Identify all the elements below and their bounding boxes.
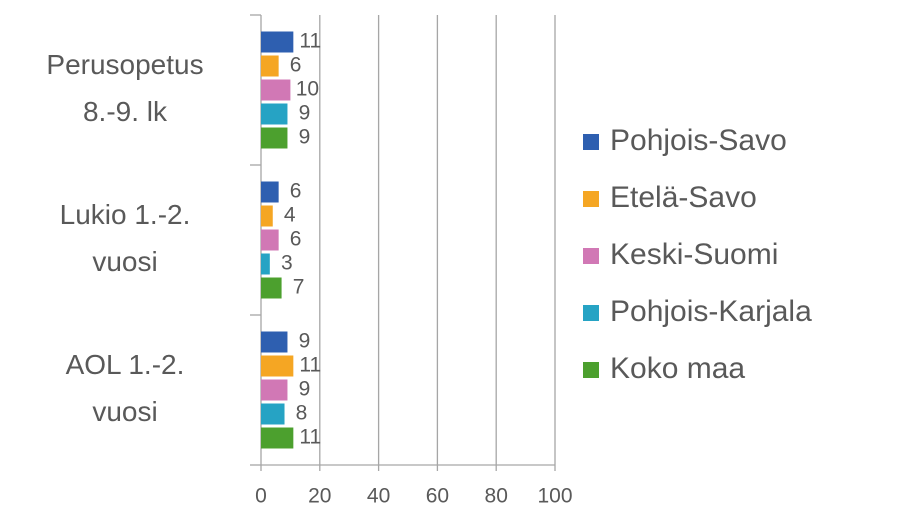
x-tick-label: 0 bbox=[255, 485, 267, 508]
bar bbox=[261, 79, 291, 101]
category-label: 8.-9. lk bbox=[83, 96, 168, 127]
value-label: 8 bbox=[296, 402, 308, 425]
category-label: Lukio 1.-2. bbox=[60, 199, 191, 230]
value-label: 11 bbox=[299, 426, 321, 449]
legend-swatch bbox=[583, 362, 599, 378]
value-label: 6 bbox=[290, 228, 302, 251]
value-label: 9 bbox=[299, 102, 311, 125]
legend-label: Pohjois-Karjala bbox=[610, 295, 812, 328]
legend-swatch bbox=[583, 134, 599, 150]
x-tick-label: 40 bbox=[367, 485, 390, 508]
bar bbox=[261, 103, 288, 125]
value-label: 4 bbox=[284, 204, 296, 227]
bar bbox=[261, 403, 285, 425]
bar bbox=[261, 277, 282, 299]
bar bbox=[261, 205, 273, 227]
x-tick-label: 80 bbox=[485, 485, 508, 508]
bar bbox=[261, 427, 294, 449]
bar bbox=[261, 379, 288, 401]
value-label: 6 bbox=[290, 180, 302, 203]
bar bbox=[261, 355, 294, 377]
bar bbox=[261, 253, 270, 275]
value-label: 3 bbox=[281, 252, 293, 275]
category-label: AOL 1.-2. bbox=[66, 349, 185, 380]
value-label: 9 bbox=[299, 126, 311, 149]
legend-swatch bbox=[583, 191, 599, 207]
legend-swatch bbox=[583, 305, 599, 321]
value-label: 10 bbox=[296, 78, 319, 101]
value-label: 11 bbox=[299, 30, 321, 53]
bar bbox=[261, 331, 288, 353]
bar bbox=[261, 55, 279, 77]
bar bbox=[261, 127, 288, 149]
category-label: Perusopetus bbox=[46, 49, 203, 80]
value-label: 7 bbox=[293, 276, 305, 299]
x-tick-label: 100 bbox=[537, 485, 572, 508]
x-tick-label: 60 bbox=[426, 485, 449, 508]
legend-swatch bbox=[583, 248, 599, 264]
bar bbox=[261, 181, 279, 203]
value-label: 11 bbox=[299, 354, 321, 377]
legend-label: Keski-Suomi bbox=[610, 238, 778, 271]
bar bbox=[261, 229, 279, 251]
legend-label: Etelä-Savo bbox=[610, 181, 757, 214]
legend-label: Pohjois-Savo bbox=[610, 124, 787, 157]
value-label: 6 bbox=[290, 54, 302, 77]
value-label: 9 bbox=[299, 330, 311, 353]
category-label: vuosi bbox=[92, 396, 157, 427]
legend-label: Koko maa bbox=[610, 352, 745, 385]
category-label: vuosi bbox=[92, 246, 157, 277]
value-label: 9 bbox=[299, 378, 311, 401]
bar bbox=[261, 31, 294, 53]
x-tick-label: 20 bbox=[308, 485, 331, 508]
